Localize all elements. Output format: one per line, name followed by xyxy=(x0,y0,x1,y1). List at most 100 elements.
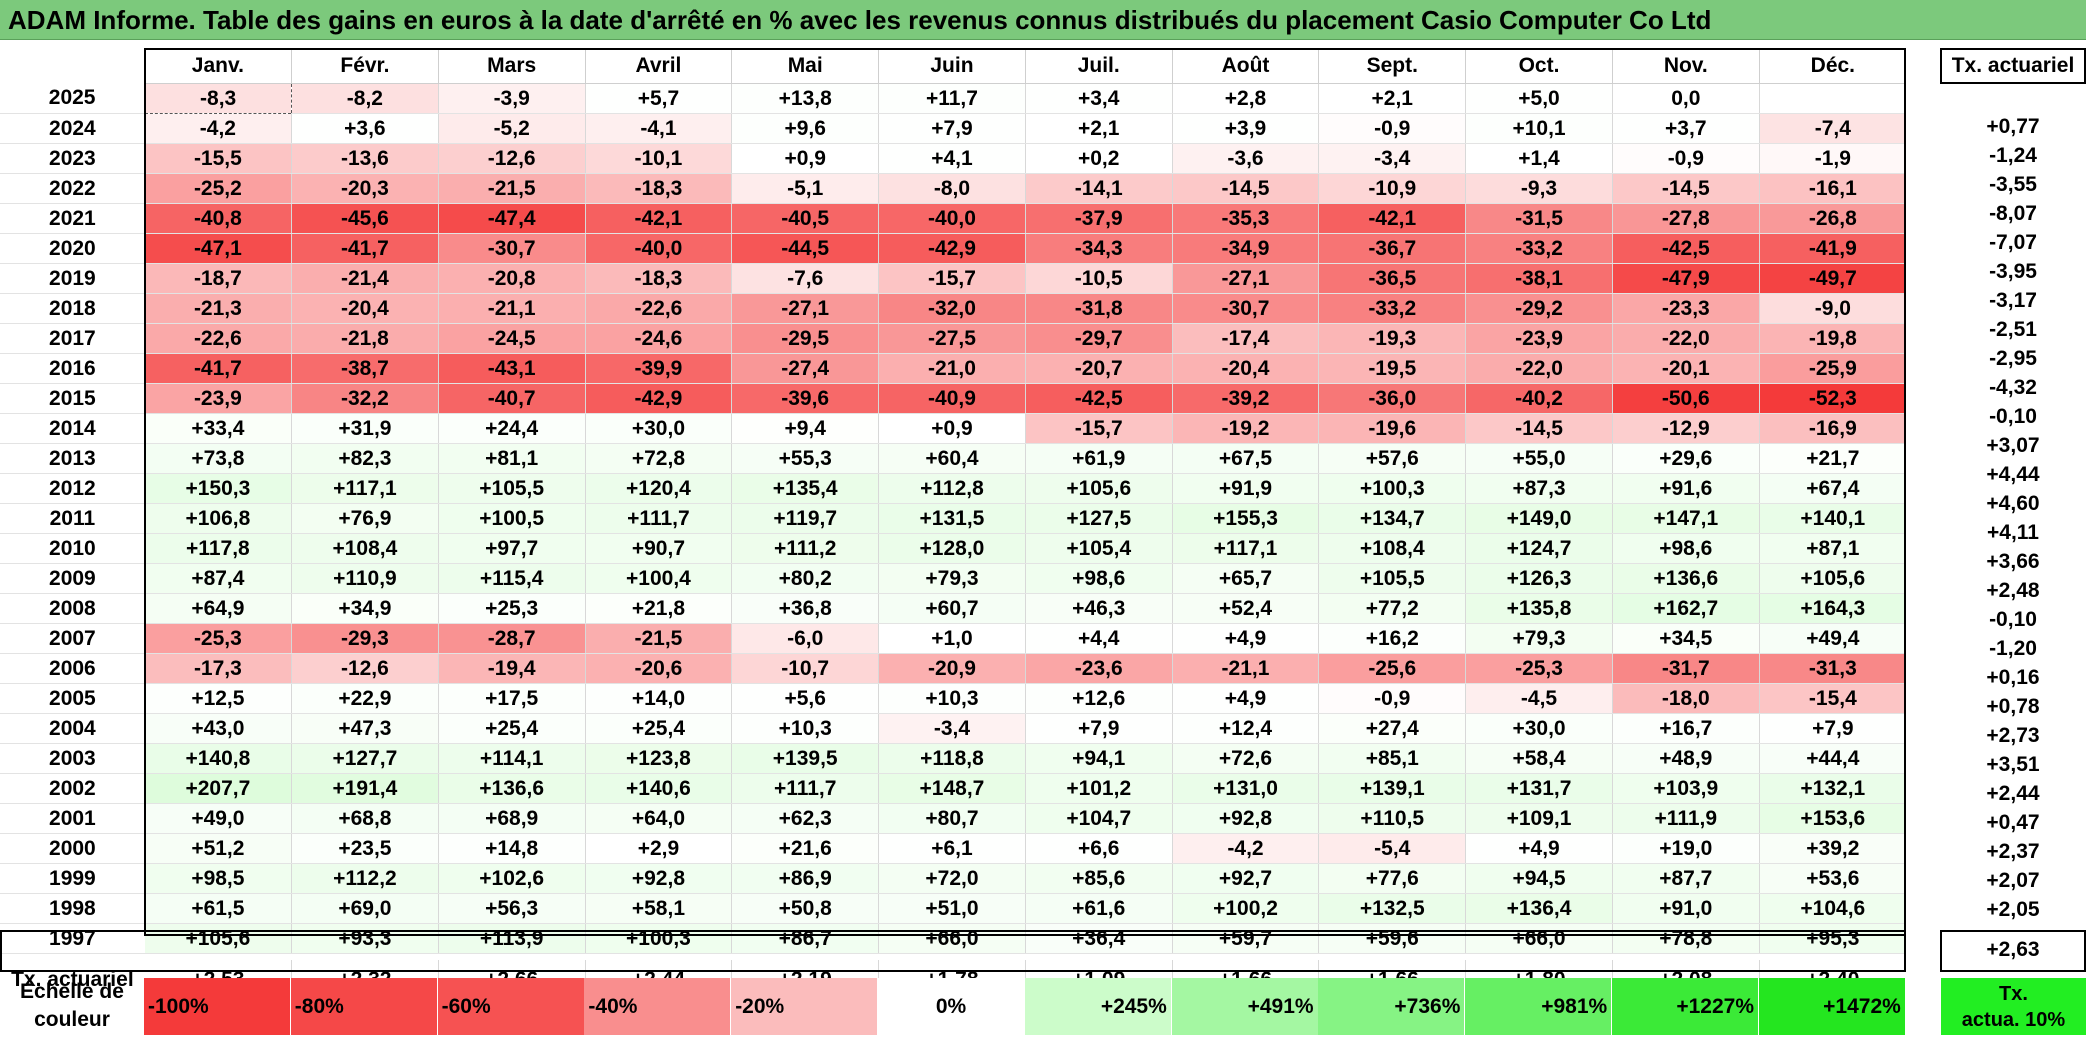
gain-cell: +36,8 xyxy=(731,593,880,624)
gain-cell: +135,4 xyxy=(731,473,880,504)
gain-cell: +118,8 xyxy=(878,743,1026,774)
gain-cell: -21,5 xyxy=(585,623,733,654)
gain-cell: -23,9 xyxy=(144,383,293,414)
rate-cell: -1,20 xyxy=(1989,636,2037,660)
gain-cell: +109,1 xyxy=(1465,803,1613,834)
year-label: 2008 xyxy=(0,593,145,624)
gain-cell: +128,0 xyxy=(878,533,1026,564)
gain-cell: -19,8 xyxy=(1759,323,1906,354)
year-row: 2015 -23,9 -32,2 -40,7 -42,9 -39,6 -40,9 -42,5-… xyxy=(0,383,1906,414)
gain-cell: -5,2 xyxy=(438,113,586,144)
gain-cell: +132,1 xyxy=(1759,773,1906,804)
gain-cell: -3,4 xyxy=(878,713,1026,744)
month-header: Sept. xyxy=(1318,48,1467,84)
gain-cell: +82,3 xyxy=(291,443,439,474)
gain-cell: -10,1 xyxy=(585,143,733,174)
gain-cell: +9,4 xyxy=(731,413,880,444)
gain-cell: +5,7 xyxy=(585,83,733,114)
year-row: 2000 +51,2 +23,5 +14,8 +2,9 +21,6 +6,1 +6,6 -4,2… xyxy=(0,833,1906,864)
year-label: 2014 xyxy=(0,413,145,444)
scale-swatch: +491% xyxy=(1171,978,1318,1035)
gain-cell: +64,9 xyxy=(144,593,293,624)
gain-cell: +61,9 xyxy=(1025,443,1173,474)
gain-cell: -32,0 xyxy=(878,293,1026,324)
gain-cell: -12,6 xyxy=(438,143,586,174)
gain-cell: +64,0 xyxy=(585,803,733,834)
year-row: 1999 +98,5 +112,2 +102,6 +92,8 +86,9 +72,0 +85,… xyxy=(0,863,1906,894)
gain-cell: -4,5 xyxy=(1465,683,1613,714)
gain-cell: +0,9 xyxy=(731,143,880,174)
gain-cell: -31,3 xyxy=(1759,653,1906,684)
gain-cell: +7,9 xyxy=(1759,713,1906,744)
gain-cell: +13,8 xyxy=(731,83,880,114)
gain-cell: +110,9 xyxy=(291,563,439,594)
scale-swatch: +1227% xyxy=(1612,978,1758,1035)
gain-cell: -20,9 xyxy=(878,653,1026,684)
gain-cell: -42,1 xyxy=(585,203,733,234)
gain-cell: -40,0 xyxy=(585,233,733,264)
gain-cell: +36,4 xyxy=(1025,923,1173,954)
scale-swatch: -100% xyxy=(144,978,290,1035)
gain-cell: -18,3 xyxy=(585,173,733,204)
gain-cell: -40,8 xyxy=(144,203,293,234)
gain-cell: +162,7 xyxy=(1612,593,1760,624)
gain-cell: -21,5 xyxy=(438,173,586,204)
year-label: 2003 xyxy=(0,743,145,774)
gain-cell: -34,9 xyxy=(1172,233,1320,264)
gain-cell: -17,4 xyxy=(1172,323,1320,354)
gain-cell: -30,7 xyxy=(1172,293,1320,324)
gain-cell: +110,5 xyxy=(1318,803,1467,834)
gain-cell: +94,5 xyxy=(1465,863,1613,894)
gain-cell: +73,8 xyxy=(144,443,293,474)
gain-cell: -29,2 xyxy=(1465,293,1613,324)
gain-cell: -3,6 xyxy=(1172,143,1320,174)
rate-cell: -0,10 xyxy=(1989,404,2037,428)
rate-cell: -0,10 xyxy=(1989,607,2037,631)
gain-cell: +1,0 xyxy=(878,623,1026,654)
year-label: 2025 xyxy=(0,83,145,114)
month-header: Déc. xyxy=(1759,48,1906,84)
gain-cell: -39,2 xyxy=(1172,383,1320,414)
gain-cell: +65,7 xyxy=(1172,563,1320,594)
gain-cell: +127,5 xyxy=(1025,503,1173,534)
gain-cell: +23,5 xyxy=(291,833,439,864)
gain-cell: -19,5 xyxy=(1318,353,1467,384)
gain-cell: -41,7 xyxy=(291,233,439,264)
gain-cell: +21,6 xyxy=(731,833,880,864)
year-row: 2012 +150,3 +117,1 +105,5 +120,4 +135,4 +112,8… xyxy=(0,473,1906,504)
gain-cell: -21,1 xyxy=(1172,653,1320,684)
rate-cell: +2,48 xyxy=(1986,578,2040,602)
gain-cell: +0,2 xyxy=(1025,143,1173,174)
rate-cell: +0,16 xyxy=(1986,665,2040,689)
gain-cell: -9,0 xyxy=(1759,293,1906,324)
gain-cell: +113,9 xyxy=(438,923,586,954)
gain-cell: +207,7 xyxy=(144,773,293,804)
gain-cell: +90,7 xyxy=(585,533,733,564)
year-label: 1997 xyxy=(0,923,145,954)
gain-cell: +86,7 xyxy=(731,923,880,954)
year-label: 2023 xyxy=(0,143,145,174)
gain-cell: +49,0 xyxy=(144,803,293,834)
gain-cell: +139,1 xyxy=(1318,773,1467,804)
gain-cell: +43,0 xyxy=(144,713,293,744)
gain-cell: +4,1 xyxy=(878,143,1026,174)
gain-cell: -36,0 xyxy=(1318,383,1467,414)
gain-cell: -40,7 xyxy=(438,383,586,414)
gain-cell: +91,6 xyxy=(1612,473,1760,504)
gain-cell: -4,2 xyxy=(1172,833,1320,864)
gain-cell: +34,9 xyxy=(291,593,439,624)
rate-cell: -3,55 xyxy=(1989,172,2037,196)
gain-cell: +98,6 xyxy=(1612,533,1760,564)
gain-cell: +2,9 xyxy=(585,833,733,864)
gain-cell: +59,7 xyxy=(1172,923,1320,954)
gain-cell: +108,4 xyxy=(291,533,439,564)
year-row: 2017 -22,6 -21,8 -24,5 -24,6 -29,5 -27,5 -29,7-… xyxy=(0,323,1906,354)
month-header: Févr. xyxy=(291,48,439,84)
gain-cell: +34,5 xyxy=(1612,623,1760,654)
gain-cell: +72,6 xyxy=(1172,743,1320,774)
year-row: 2023 -15,5 -13,6 -12,6 -10,1 +0,9 +4,1 +0,2 -3,6… xyxy=(0,143,1906,174)
gain-cell: +21,8 xyxy=(585,593,733,624)
gain-cell: -21,3 xyxy=(144,293,293,324)
gain-cell: -31,8 xyxy=(1025,293,1173,324)
gain-cell: +3,9 xyxy=(1172,113,1320,144)
